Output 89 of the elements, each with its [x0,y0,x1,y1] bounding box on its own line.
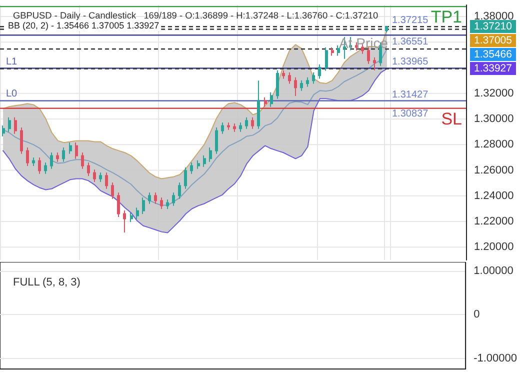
candlestick [81,152,84,170]
candlestick [294,76,297,96]
candlestick [14,116,17,134]
candlestick [318,64,321,80]
candlestick [26,146,29,166]
y-tick-label: 1.38000 [474,10,514,23]
candlestick [184,166,187,190]
candlestick [111,182,114,200]
candlestick [75,142,78,160]
line-series [2,28,388,180]
candlestick [325,46,328,72]
candlestick [50,152,53,170]
candlestick [130,212,133,222]
candlestick [270,92,273,108]
text: 1.37210 [474,20,512,32]
ref-line-label: 1.33965 [392,56,429,68]
candlestick [44,162,47,174]
ref-line-label: TP1 [430,8,462,27]
text: FULL (5, 8, 3) [13,276,80,288]
candlestick [227,122,230,130]
candlestick [136,207,139,220]
candlestick [306,76,309,88]
candlestick [190,162,193,174]
ref-line-label: SL [441,109,462,128]
y-tick-label: 1.00000 [474,264,514,277]
candlestick [56,152,59,162]
y-tick-label: 1.22000 [474,216,514,228]
candlestick [251,116,254,130]
candlestick [337,44,340,56]
candlestick [62,146,65,162]
candlestick [148,192,151,204]
candlestick [20,127,23,154]
line-series [2,68,388,234]
y-tick-label: 1.28000 [474,138,514,151]
candlestick [203,154,206,168]
candlestick [99,172,102,182]
candlestick [166,199,169,210]
annotation: L1 [6,56,18,68]
y-tick-label: 0 [474,308,480,321]
y-tick-label: 1.24000 [474,190,514,202]
y-tick-label: 1.32000 [474,87,514,100]
candlestick [239,122,242,132]
y-tick-label: -1.00000 [474,352,518,364]
candlestick [373,56,376,71]
ref-line-label: 1.31427 [392,89,429,100]
ref-line-label: 1.36551 [392,36,429,48]
candlestick [282,70,285,80]
candlestick [276,70,279,100]
candlestick [221,122,224,134]
candlestick [233,123,236,132]
candlestick [215,127,218,154]
candlestick [331,46,334,56]
candlestick [385,26,388,33]
text: 1.37005 [474,34,512,46]
candlestick [312,72,315,84]
text: 1.35466 [474,48,512,60]
candlestick [123,210,126,233]
y-tick-label: 1.30000 [474,113,514,126]
candlestick [154,192,157,204]
candlestick [172,192,175,206]
candlestick [257,80,260,130]
candlestick [209,146,212,162]
ref-line-label: 1.37215 [392,15,429,26]
candlestick [160,196,163,210]
text: 1.30837 [392,108,429,120]
candlestick [87,162,90,176]
candlestick [8,116,11,132]
candlestick [178,182,181,200]
candlestick [117,192,120,218]
candlestick [367,46,370,64]
candlestick [93,169,96,182]
candlestick [105,172,108,190]
candlestick [2,124,5,137]
candlestick [38,156,41,174]
candlestick [69,142,72,154]
y-tick-label: 1.20000 [474,241,514,254]
annotation: L0 [6,88,18,100]
candlestick [245,116,248,130]
y-tick-label: 1.26000 [474,164,514,176]
text: GBPUSD - Daily - Candlestick 169/189 - O:1.36899 - H:1.37248 - L:1.36760 - C:1.37210 [13,10,378,20]
candlestick [300,80,303,92]
line-series [2,48,388,206]
text: 1.33927 [474,62,512,74]
candlestick [264,96,267,108]
candlestick [288,72,291,84]
annotation: BB (20, 2) - 1.35466 1.37005 1.33927 [8,20,160,30]
candlestick [32,156,35,166]
candlestick [197,160,200,170]
candlestick [142,196,145,214]
